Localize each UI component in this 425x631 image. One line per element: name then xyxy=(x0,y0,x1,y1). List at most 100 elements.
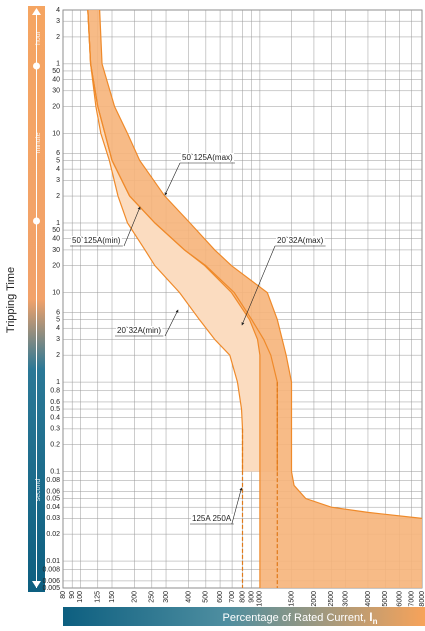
x-tick-label: 200 xyxy=(131,591,138,603)
y-tick-label: 20 xyxy=(52,103,60,110)
minute-second-marker xyxy=(33,217,40,225)
x-tick-label: 5000 xyxy=(382,591,389,607)
y-tick-label: 0.008 xyxy=(42,567,60,574)
y-tick-label: 2 xyxy=(56,193,60,200)
y-tick-label: 3 xyxy=(56,336,60,343)
x-tick-label: 100 xyxy=(77,591,84,603)
x-axis-subscript: n xyxy=(373,617,378,626)
y-tick-label: 3 xyxy=(56,18,60,25)
leader xyxy=(123,206,141,247)
label-bg xyxy=(191,514,233,523)
x-tick-label: 125 xyxy=(95,591,102,603)
x-tick-label: 6000 xyxy=(396,591,403,607)
dashed-label: 125A 250A xyxy=(192,514,232,523)
curve-label: 20`32A(min) xyxy=(117,326,161,335)
bands xyxy=(87,10,423,588)
y-tick-label: 2 xyxy=(56,352,60,359)
hour-minute-marker xyxy=(33,62,40,70)
y-tick-label: 50 xyxy=(52,227,60,234)
x-tick-label: 4000 xyxy=(365,591,372,607)
y-tick-label: 30 xyxy=(52,247,60,254)
label-bg xyxy=(276,236,325,245)
y-tick-label: 4 xyxy=(56,7,60,14)
x-tick-label: 2000 xyxy=(311,591,318,607)
band-fill xyxy=(87,10,278,472)
curve-label: 50`125A(max) xyxy=(182,153,233,162)
label-bg xyxy=(116,326,163,335)
x-tick-label: 1500 xyxy=(288,591,295,607)
curves xyxy=(87,9,423,588)
y-tick-label: 0.03 xyxy=(46,515,60,522)
x-tick-label: 80 xyxy=(60,591,67,599)
y-tick-label: 0.3 xyxy=(50,426,60,433)
x-tick-label: 250 xyxy=(149,591,156,603)
x-tick-label: 900 xyxy=(249,591,256,603)
y-tick-label: 40 xyxy=(52,236,60,243)
y-tick-label: 0.6 xyxy=(50,399,60,406)
y-tick-label: 0.06 xyxy=(46,488,60,495)
y-tick-label: 3 xyxy=(56,177,60,184)
x-tick-label: 700 xyxy=(229,591,236,603)
label-bg xyxy=(71,236,122,245)
x-tick-label: 8000 xyxy=(419,591,425,607)
y-tick-label: 0.05 xyxy=(46,495,60,502)
unit-label: minute xyxy=(35,132,42,153)
x-axis-label-text: Percentage of Rated Current, xyxy=(223,612,370,624)
x-tick-label: 2500 xyxy=(328,591,335,607)
curve xyxy=(87,9,278,472)
y-tick-label: 4 xyxy=(56,166,60,173)
x-tick-label: 3000 xyxy=(342,591,349,607)
unit-label: second xyxy=(35,479,42,502)
y-tick-label: 0.2 xyxy=(50,441,60,448)
y-tick-label: 5 xyxy=(56,316,60,323)
y-tick-label: 5 xyxy=(56,157,60,164)
x-tick-label: 400 xyxy=(185,591,192,603)
y-tick-label: 6 xyxy=(56,150,60,157)
x-axis-symbol: I xyxy=(369,610,372,624)
x-tick-label: 300 xyxy=(163,591,170,603)
y-tick-label: 2 xyxy=(56,34,60,41)
unit-label: hour xyxy=(35,30,42,45)
y-tick-label: 0.02 xyxy=(46,531,60,538)
y-tick-label: 10 xyxy=(52,130,60,137)
leader xyxy=(164,309,179,337)
curve xyxy=(99,9,423,519)
curve-label: 50`125A(min) xyxy=(72,236,121,245)
curve-label: 20`32A(max) xyxy=(277,236,324,245)
y-tick-label: 10 xyxy=(52,289,60,296)
x-tick-label: 500 xyxy=(203,591,210,603)
x-axis-bar xyxy=(63,607,425,626)
y-tick-label: 0.1 xyxy=(50,468,60,475)
x-tick-label: 600 xyxy=(217,591,224,603)
y-tick-label: 0.006 xyxy=(42,578,60,585)
leader xyxy=(241,245,276,326)
y-tick-label: 0.08 xyxy=(46,477,60,484)
leader xyxy=(164,162,181,196)
y-tick-label: 0.5 xyxy=(50,406,60,413)
label-bg xyxy=(181,153,235,162)
x-tick-label: 90 xyxy=(69,591,76,599)
y-tick-label: 4 xyxy=(56,325,60,332)
y-tick-label: 0.005 xyxy=(42,585,60,592)
y-tick-label: 1 xyxy=(56,379,60,386)
y-tick-label: 1 xyxy=(56,220,60,227)
y-tick-label: 0.8 xyxy=(50,388,60,395)
y-tick-label: 40 xyxy=(52,76,60,83)
annotations: 50`125A(max) 50`125A(min) 20`32A(max) 20`32… xyxy=(70,153,326,525)
x-axis-label: Percentage of Rated Current, In xyxy=(223,610,378,626)
y-tick-label: 0.4 xyxy=(50,415,60,422)
y-tick-label: 50 xyxy=(52,68,60,75)
y-tick-label: 0.04 xyxy=(46,504,60,511)
y-tick-label: 0.01 xyxy=(46,558,60,565)
curve xyxy=(87,9,244,472)
y-tick-label: 1 xyxy=(56,61,60,68)
x-tick-label: 7000 xyxy=(408,591,415,607)
x-tick-label: 800 xyxy=(239,591,246,603)
x-tick-label: 150 xyxy=(109,591,116,603)
y-tick-label: 6 xyxy=(56,309,60,316)
y-tick-label: 30 xyxy=(52,88,60,95)
leader xyxy=(231,487,243,525)
y-axis-label: Tripping Time xyxy=(5,267,17,333)
band-fill xyxy=(87,10,423,588)
